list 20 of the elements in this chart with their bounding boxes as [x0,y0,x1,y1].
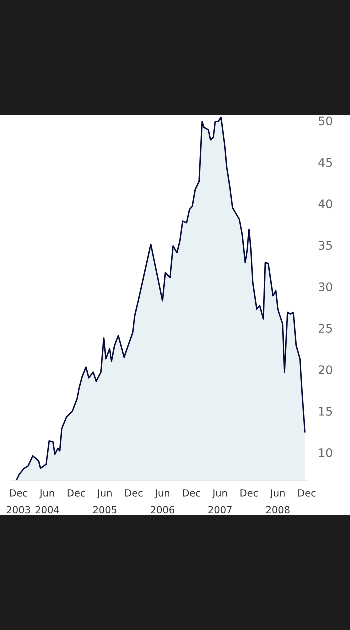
x-tick-label: Dec 2003 [6,490,30,514]
y-tick-label: 20 [318,366,332,374]
y-tick-label: 15 [319,407,332,416]
x-tick-label: Jun 2007 [208,490,232,514]
x-tick-label: Dec [68,490,86,497]
x-tick-label: Dec [240,490,258,497]
y-tick-label: 50 [319,116,332,126]
x-tick-label: Dec [298,490,316,497]
y-tick-label: 40 [318,200,332,209]
y-tick-label: 35 [319,241,332,250]
y-tick-label: 45 [318,158,332,168]
x-tick-label: Jun 2005 [93,490,117,514]
y-tick-label: 25 [318,324,332,334]
x-tick-label: Dec [126,490,143,497]
x-tick-label: Jun 2004 [36,490,60,514]
y-tick-label: 10 [319,448,332,458]
x-tick-label: Jun 2008 [266,490,290,514]
y-tick-label: 30 [319,282,332,292]
x-tick-label: Dec [183,490,200,497]
x-tick-label: Jun 2006 [151,490,174,514]
